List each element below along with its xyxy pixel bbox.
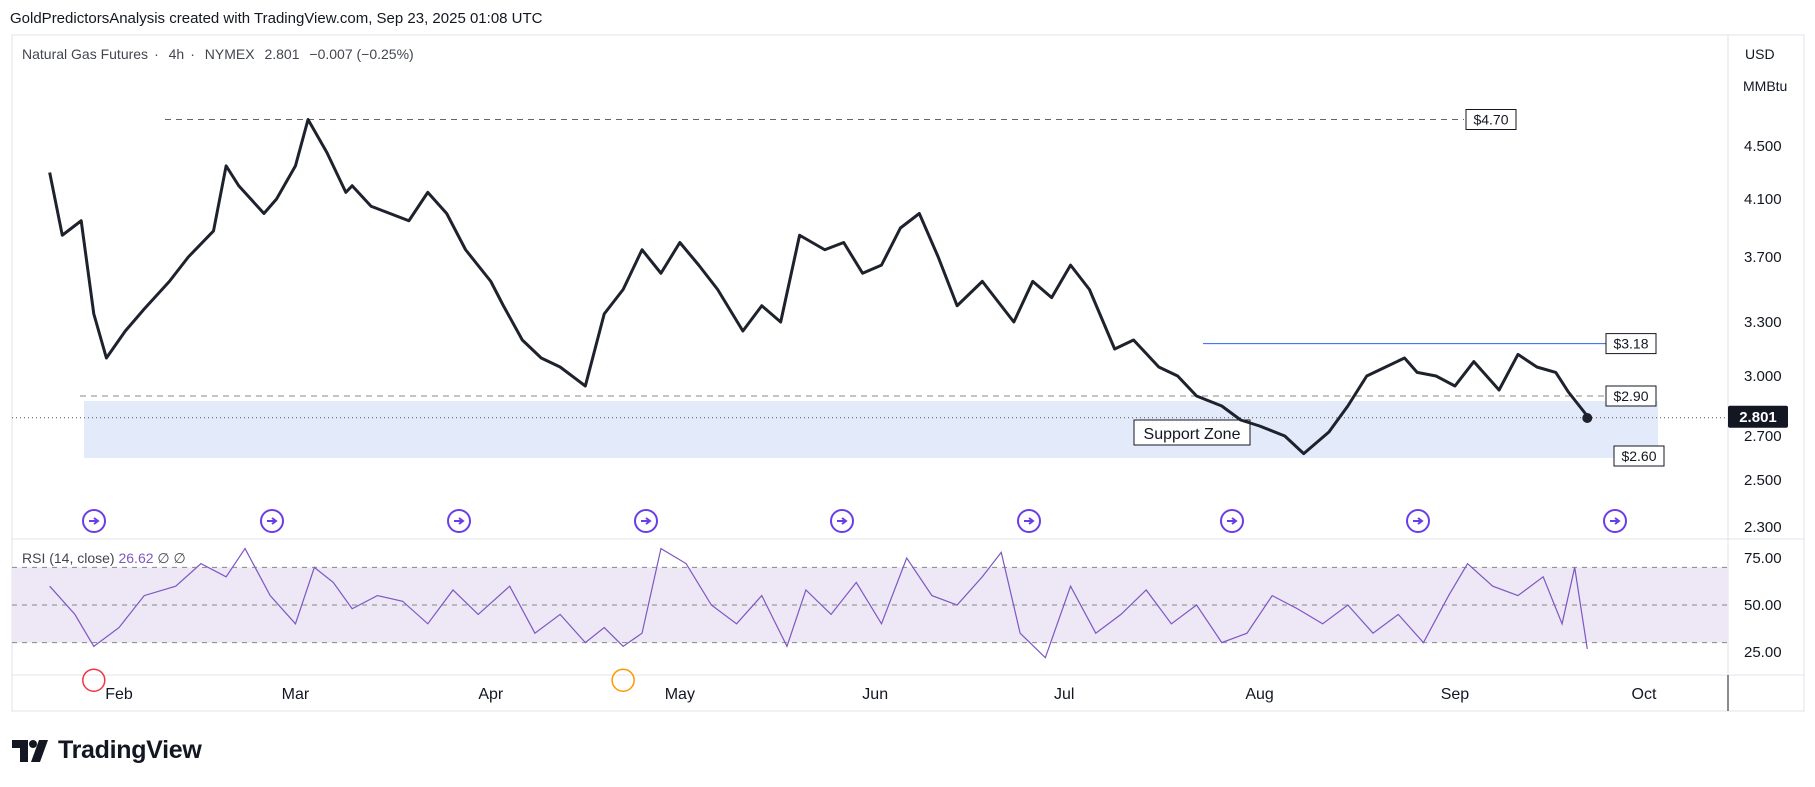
rsi-axis-tick: 25.00 <box>1744 644 1782 661</box>
rsi-legend[interactable]: RSI (14, close) 26.62 ∅ ∅ <box>22 550 186 567</box>
rsi-extra-2: ∅ <box>173 550 186 566</box>
price-axis-tick: 3.000 <box>1744 368 1782 385</box>
chart-frame <box>11 34 1805 712</box>
tradingview-logo[interactable]: TradingView <box>12 736 202 765</box>
event-marker-icon <box>82 509 106 533</box>
level-2-90-label: $2.90 <box>1605 385 1657 407</box>
time-axis-tick: Oct <box>1632 686 1657 703</box>
price-change: −0.007 (−0.25%) <box>309 46 414 62</box>
last-price-badge: 2.801 <box>1728 405 1788 428</box>
rsi-axis-tick: 50.00 <box>1744 597 1782 614</box>
rsi-title: RSI (14, close) <box>22 550 115 566</box>
level-2-60-label: $2.60 <box>1613 445 1665 467</box>
event-marker-arrow <box>1413 517 1424 525</box>
level-4-70-label-box <box>1465 109 1517 130</box>
event-marker-icon <box>260 509 284 533</box>
price-axis-tick: 2.300 <box>1744 519 1782 536</box>
price-axis-tick: 3.700 <box>1744 249 1782 266</box>
last-price: 2.801 <box>264 46 300 62</box>
axes: 4.500 4.100 3.700 3.300 3.000 2.700 2.500 2.300… <box>105 138 1788 703</box>
last-price-badge-text: 2.801 <box>1739 409 1777 426</box>
level-3-18-label: $3.18 <box>1605 333 1657 355</box>
tradingview-logo-icon <box>12 739 48 762</box>
rsi-value: 26.62 <box>118 550 154 566</box>
support-zone-label: Support Zone <box>1133 419 1251 446</box>
event-marker-arrow <box>89 517 100 525</box>
price-axis-tick: 4.500 <box>1744 138 1782 155</box>
event-marker-arrow <box>1227 517 1238 525</box>
event-marker-arrow <box>1024 517 1035 525</box>
support-zone-label-box <box>1133 419 1251 446</box>
price-axis-tick: 3.300 <box>1744 314 1782 331</box>
rsi-oversold-marker <box>82 668 106 692</box>
symbol-name: Natural Gas Futures <box>22 46 149 62</box>
chart-attribution: GoldPredictorsAnalysis created with Trad… <box>10 10 543 27</box>
time-axis-tick: Jul <box>1054 686 1074 703</box>
rsi-oversold-marker <box>611 668 635 692</box>
price-axis-tick: 4.100 <box>1744 191 1782 208</box>
level-4-70-label: $4.70 <box>1465 109 1517 130</box>
support-zone-label-text: Support Zone <box>1144 426 1241 443</box>
price-series-line <box>48 118 1589 456</box>
time-axis-tick: Feb <box>105 686 133 703</box>
rsi-extra-1: ∅ <box>157 550 170 566</box>
event-marker-icon <box>447 509 471 533</box>
symbol-interval: 4h <box>168 46 185 62</box>
last-price-badge-box <box>1728 405 1788 428</box>
event-marker-icon <box>1220 509 1244 533</box>
event-marker-arrow <box>641 517 652 525</box>
level-3-18-label-text: $3.18 <box>1613 336 1648 352</box>
event-marker-icon <box>634 509 658 533</box>
time-axis-tick: Aug <box>1245 686 1273 703</box>
level-4-70-label-text: $4.70 <box>1473 112 1508 128</box>
tradingview-wordmark: TradingView <box>58 736 202 764</box>
rsi-pane <box>12 547 1728 692</box>
level-2-60-label-text: $2.60 <box>1621 448 1656 464</box>
level-2-90-label-text: $2.90 <box>1613 388 1648 404</box>
price-axis-tick: 2.700 <box>1744 428 1782 445</box>
time-axis-tick: Mar <box>282 686 310 703</box>
event-marker-arrow <box>1610 517 1621 525</box>
event-marker-icon <box>1603 509 1627 533</box>
rsi-axis-tick: 75.00 <box>1744 550 1782 567</box>
price-axis-tick: 2.500 <box>1744 472 1782 489</box>
support-zone <box>84 401 1658 458</box>
event-marker-icon <box>1406 509 1430 533</box>
symbol-legend[interactable]: Natural Gas Futures · 4h · NYMEX 2.801 −0.… <box>22 46 414 62</box>
symbol-exchange: NYMEX <box>204 46 255 62</box>
last-price-dot <box>1582 413 1593 423</box>
level-3-18-label-box <box>1605 333 1657 355</box>
event-marker-arrow <box>454 517 465 525</box>
event-marker-icon <box>1017 509 1041 533</box>
level-2-60-label-box <box>1613 445 1665 467</box>
event-marker-icon <box>830 509 854 533</box>
time-axis-tick: Sep <box>1441 686 1470 703</box>
time-axis-tick: Apr <box>478 686 504 703</box>
currency-label[interactable]: USD <box>1745 46 1775 62</box>
event-marker-arrow <box>837 517 848 525</box>
time-axis-tick: May <box>665 686 695 703</box>
price-pane: Support Zone $4.70 $3.18 $2.90 $2.60 <box>12 109 1728 533</box>
time-axis-tick: Jun <box>862 686 888 703</box>
unit-label[interactable]: MMBtu <box>1743 78 1788 94</box>
event-marker-arrow <box>267 517 278 525</box>
level-2-90-label-box <box>1605 385 1657 407</box>
rsi-series-line <box>49 547 1588 659</box>
